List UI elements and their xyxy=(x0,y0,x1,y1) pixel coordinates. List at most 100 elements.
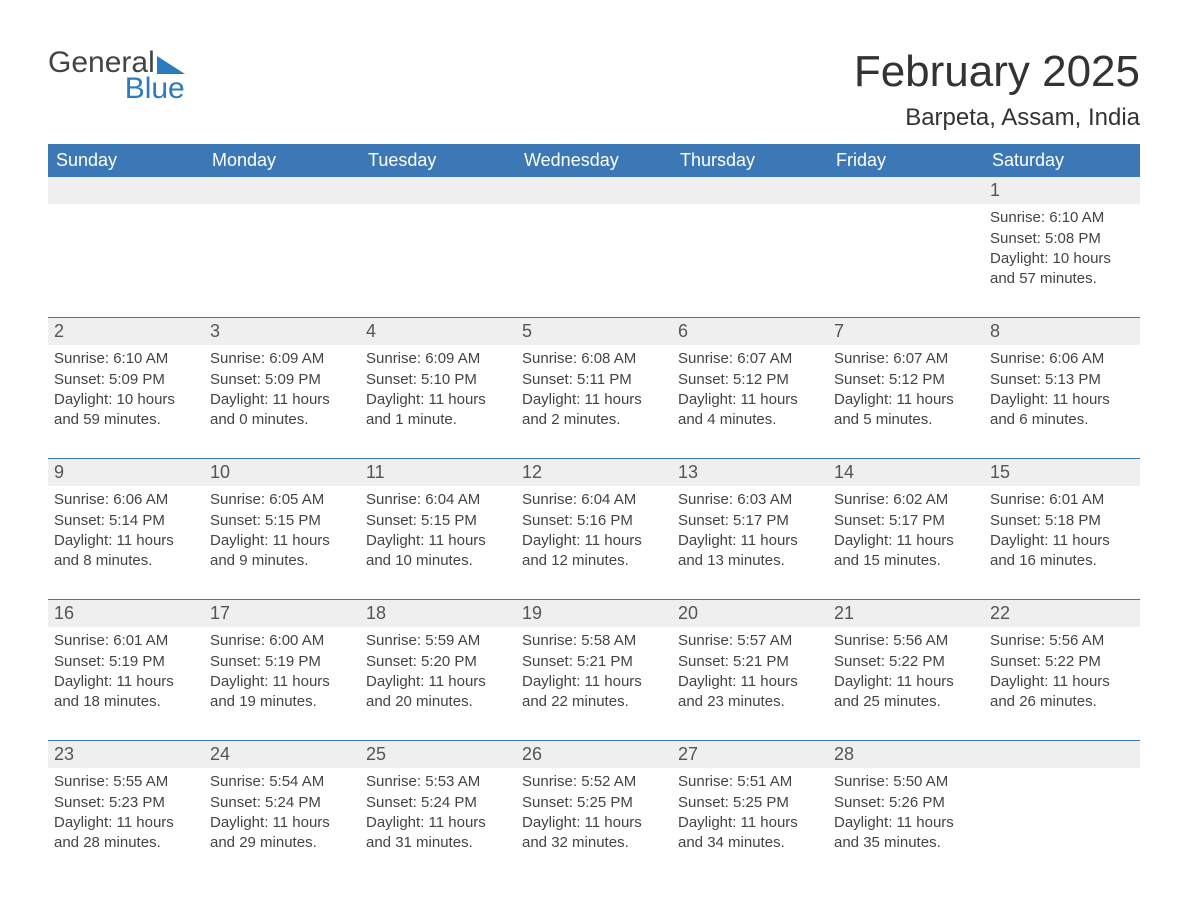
sunset-text: Sunset: 5:21 PM xyxy=(522,652,666,672)
daylight1-text: Daylight: 11 hours xyxy=(834,390,978,410)
daylight2-text: and 31 minutes. xyxy=(366,833,510,853)
day-detail-cell: Sunrise: 6:06 AMSunset: 5:13 PMDaylight:… xyxy=(984,345,1140,459)
day-detail-cell: Sunrise: 6:01 AMSunset: 5:18 PMDaylight:… xyxy=(984,486,1140,600)
day-number-row: 2345678 xyxy=(48,318,1140,345)
day-number-cell: 2 xyxy=(48,318,204,345)
day-detail-cell xyxy=(828,204,984,318)
daylight2-text: and 20 minutes. xyxy=(366,692,510,712)
day-detail-cell: Sunrise: 6:01 AMSunset: 5:19 PMDaylight:… xyxy=(48,627,204,741)
daylight1-text: Daylight: 11 hours xyxy=(54,531,198,551)
day-detail-cell: Sunrise: 6:03 AMSunset: 5:17 PMDaylight:… xyxy=(672,486,828,600)
sunset-text: Sunset: 5:25 PM xyxy=(678,793,822,813)
sunset-text: Sunset: 5:20 PM xyxy=(366,652,510,672)
daylight1-text: Daylight: 11 hours xyxy=(834,813,978,833)
daylight1-text: Daylight: 11 hours xyxy=(522,672,666,692)
daylight2-text: and 19 minutes. xyxy=(210,692,354,712)
day-detail-cell: Sunrise: 5:54 AMSunset: 5:24 PMDaylight:… xyxy=(204,768,360,861)
day-number-cell: 7 xyxy=(828,318,984,345)
title-block: February 2025 Barpeta, Assam, India xyxy=(854,48,1140,132)
daylight2-text: and 26 minutes. xyxy=(990,692,1134,712)
day-number-cell: 8 xyxy=(984,318,1140,345)
day-number-cell: 9 xyxy=(48,459,204,486)
day-number-cell: 4 xyxy=(360,318,516,345)
day-detail-cell: Sunrise: 6:08 AMSunset: 5:11 PMDaylight:… xyxy=(516,345,672,459)
sunset-text: Sunset: 5:11 PM xyxy=(522,370,666,390)
day-detail-cell: Sunrise: 5:53 AMSunset: 5:24 PMDaylight:… xyxy=(360,768,516,861)
daylight1-text: Daylight: 11 hours xyxy=(366,390,510,410)
sunset-text: Sunset: 5:14 PM xyxy=(54,511,198,531)
day-number-cell xyxy=(360,177,516,204)
daylight2-text: and 10 minutes. xyxy=(366,551,510,571)
sunrise-text: Sunrise: 6:02 AM xyxy=(834,490,978,510)
daylight2-text: and 5 minutes. xyxy=(834,410,978,430)
weekday-header: Tuesday xyxy=(360,144,516,177)
daylight2-text: and 34 minutes. xyxy=(678,833,822,853)
daylight2-text: and 6 minutes. xyxy=(990,410,1134,430)
sunrise-text: Sunrise: 5:55 AM xyxy=(54,772,198,792)
day-number-row: 232425262728 xyxy=(48,741,1140,768)
day-detail-cell: Sunrise: 6:10 AMSunset: 5:09 PMDaylight:… xyxy=(48,345,204,459)
brand-word2: Blue xyxy=(104,74,185,104)
day-detail-cell: Sunrise: 5:59 AMSunset: 5:20 PMDaylight:… xyxy=(360,627,516,741)
daylight2-text: and 23 minutes. xyxy=(678,692,822,712)
sunset-text: Sunset: 5:12 PM xyxy=(834,370,978,390)
daylight1-text: Daylight: 11 hours xyxy=(210,672,354,692)
day-number-cell: 20 xyxy=(672,600,828,627)
day-detail-cell: Sunrise: 6:07 AMSunset: 5:12 PMDaylight:… xyxy=(828,345,984,459)
sunset-text: Sunset: 5:23 PM xyxy=(54,793,198,813)
day-number-row: 9101112131415 xyxy=(48,459,1140,486)
sunrise-text: Sunrise: 6:04 AM xyxy=(366,490,510,510)
day-number-cell: 13 xyxy=(672,459,828,486)
sunset-text: Sunset: 5:18 PM xyxy=(990,511,1134,531)
sunrise-text: Sunrise: 6:00 AM xyxy=(210,631,354,651)
day-detail-cell: Sunrise: 5:56 AMSunset: 5:22 PMDaylight:… xyxy=(984,627,1140,741)
weekday-header: Wednesday xyxy=(516,144,672,177)
daylight1-text: Daylight: 11 hours xyxy=(522,390,666,410)
day-detail-cell: Sunrise: 5:51 AMSunset: 5:25 PMDaylight:… xyxy=(672,768,828,861)
day-number-cell: 21 xyxy=(828,600,984,627)
day-detail-cell: Sunrise: 6:00 AMSunset: 5:19 PMDaylight:… xyxy=(204,627,360,741)
sunrise-text: Sunrise: 5:58 AM xyxy=(522,631,666,651)
sunrise-text: Sunrise: 6:05 AM xyxy=(210,490,354,510)
daylight2-text: and 13 minutes. xyxy=(678,551,822,571)
daylight1-text: Daylight: 11 hours xyxy=(678,672,822,692)
daylight2-text: and 9 minutes. xyxy=(210,551,354,571)
sunset-text: Sunset: 5:13 PM xyxy=(990,370,1134,390)
sunrise-text: Sunrise: 6:06 AM xyxy=(990,349,1134,369)
sunrise-text: Sunrise: 5:53 AM xyxy=(366,772,510,792)
daylight1-text: Daylight: 11 hours xyxy=(54,672,198,692)
location: Barpeta, Assam, India xyxy=(854,104,1140,132)
day-detail-cell xyxy=(672,204,828,318)
day-detail-row: Sunrise: 6:10 AMSunset: 5:09 PMDaylight:… xyxy=(48,345,1140,459)
day-detail-cell: Sunrise: 5:50 AMSunset: 5:26 PMDaylight:… xyxy=(828,768,984,861)
sunrise-text: Sunrise: 6:06 AM xyxy=(54,490,198,510)
daylight2-text: and 15 minutes. xyxy=(834,551,978,571)
day-detail-cell: Sunrise: 5:52 AMSunset: 5:25 PMDaylight:… xyxy=(516,768,672,861)
day-detail-cell: Sunrise: 6:07 AMSunset: 5:12 PMDaylight:… xyxy=(672,345,828,459)
daylight1-text: Daylight: 11 hours xyxy=(834,531,978,551)
day-detail-cell xyxy=(48,204,204,318)
daylight1-text: Daylight: 10 hours xyxy=(990,249,1134,269)
day-number-cell: 19 xyxy=(516,600,672,627)
sunset-text: Sunset: 5:26 PM xyxy=(834,793,978,813)
sunset-text: Sunset: 5:21 PM xyxy=(678,652,822,672)
daylight1-text: Daylight: 11 hours xyxy=(366,813,510,833)
day-number-cell xyxy=(48,177,204,204)
day-detail-cell: Sunrise: 6:05 AMSunset: 5:15 PMDaylight:… xyxy=(204,486,360,600)
daylight1-text: Daylight: 11 hours xyxy=(366,531,510,551)
day-number-cell: 14 xyxy=(828,459,984,486)
daylight2-text: and 8 minutes. xyxy=(54,551,198,571)
sunset-text: Sunset: 5:15 PM xyxy=(210,511,354,531)
sunrise-text: Sunrise: 5:56 AM xyxy=(834,631,978,651)
sunrise-text: Sunrise: 6:01 AM xyxy=(54,631,198,651)
month-title: February 2025 xyxy=(854,48,1140,96)
daylight1-text: Daylight: 11 hours xyxy=(522,813,666,833)
day-detail-cell: Sunrise: 5:55 AMSunset: 5:23 PMDaylight:… xyxy=(48,768,204,861)
day-detail-cell xyxy=(204,204,360,318)
day-detail-row: Sunrise: 5:55 AMSunset: 5:23 PM Daylight:… xyxy=(48,768,1140,861)
daylight2-text: and 29 minutes. xyxy=(210,833,354,853)
day-detail-cell: Sunrise: 6:09 AMSunset: 5:10 PMDaylight:… xyxy=(360,345,516,459)
daylight1-text: Daylight: 10 hours xyxy=(54,390,198,410)
calendar-body: 1Sunrise: 6:10 AMSunset: 5:08 PMDaylight… xyxy=(48,177,1140,861)
day-detail-cell: Sunrise: 5:56 AMSunset: 5:22 PMDaylight:… xyxy=(828,627,984,741)
